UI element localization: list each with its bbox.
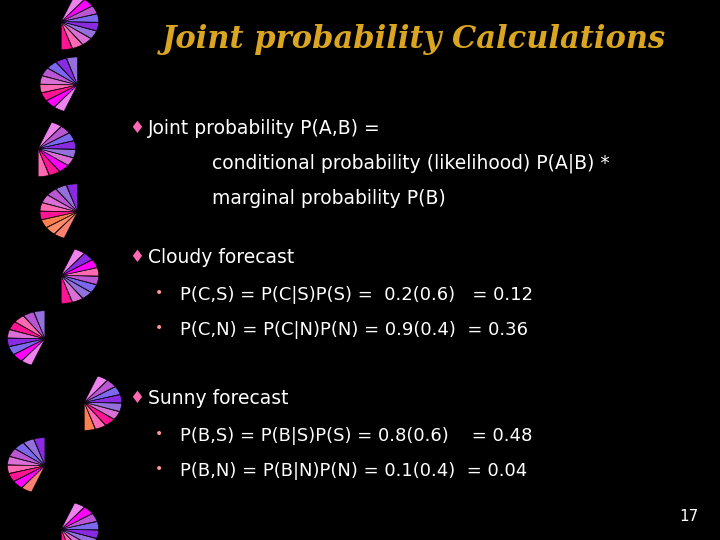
- Wedge shape: [61, 529, 72, 540]
- Text: P(B,S) = P(B|S)P(S) = 0.8(0.6)    = 0.48: P(B,S) = P(B|S)P(S) = 0.8(0.6) = 0.48: [180, 427, 532, 444]
- Wedge shape: [61, 275, 72, 303]
- Wedge shape: [61, 22, 99, 31]
- Wedge shape: [61, 22, 96, 38]
- Wedge shape: [61, 529, 91, 540]
- Wedge shape: [22, 465, 45, 492]
- Wedge shape: [14, 339, 45, 361]
- Wedge shape: [61, 14, 99, 22]
- Wedge shape: [61, 22, 91, 44]
- Wedge shape: [61, 529, 99, 538]
- Text: P(C,S) = P(C|S)P(S) =  0.2(0.6)   = 0.12: P(C,S) = P(C|S)P(S) = 0.2(0.6) = 0.12: [180, 286, 533, 304]
- Wedge shape: [84, 402, 122, 411]
- Wedge shape: [38, 148, 68, 171]
- Wedge shape: [38, 148, 76, 158]
- Wedge shape: [38, 148, 73, 165]
- Wedge shape: [84, 387, 120, 402]
- Wedge shape: [40, 203, 78, 212]
- Text: •: •: [155, 462, 163, 476]
- Wedge shape: [7, 330, 45, 339]
- Text: ♦: ♦: [130, 248, 145, 266]
- Wedge shape: [61, 0, 84, 22]
- Text: P(B,N) = P(B|N)P(N) = 0.1(0.4)  = 0.04: P(B,N) = P(B|N)P(N) = 0.1(0.4) = 0.04: [180, 462, 527, 480]
- Wedge shape: [9, 339, 45, 354]
- Wedge shape: [7, 465, 45, 474]
- Wedge shape: [61, 275, 82, 302]
- Wedge shape: [67, 57, 78, 85]
- Wedge shape: [61, 275, 91, 298]
- Text: Sunny forecast: Sunny forecast: [148, 389, 288, 408]
- Wedge shape: [7, 338, 45, 347]
- Wedge shape: [84, 376, 107, 402]
- Wedge shape: [9, 322, 45, 339]
- Text: marginal probability P(B): marginal probability P(B): [212, 189, 446, 208]
- Wedge shape: [15, 443, 45, 465]
- Wedge shape: [61, 249, 84, 275]
- Wedge shape: [84, 395, 122, 403]
- Wedge shape: [47, 212, 78, 234]
- Wedge shape: [9, 465, 45, 481]
- Wedge shape: [48, 62, 78, 85]
- Wedge shape: [61, 507, 92, 529]
- Text: P(C,N) = P(C|N)P(N) = 0.9(0.4)  = 0.36: P(C,N) = P(C|N)P(N) = 0.9(0.4) = 0.36: [180, 321, 528, 339]
- Text: ♦: ♦: [130, 119, 145, 137]
- Wedge shape: [24, 312, 45, 339]
- Wedge shape: [42, 68, 78, 85]
- Wedge shape: [24, 439, 45, 465]
- Wedge shape: [84, 402, 95, 430]
- Wedge shape: [38, 148, 59, 176]
- Wedge shape: [22, 339, 45, 365]
- Text: Cloudy forecast: Cloudy forecast: [148, 248, 294, 267]
- Wedge shape: [61, 22, 82, 49]
- Wedge shape: [55, 212, 78, 238]
- Wedge shape: [9, 449, 45, 465]
- Wedge shape: [55, 85, 78, 111]
- Wedge shape: [48, 189, 78, 212]
- Wedge shape: [42, 212, 78, 227]
- Wedge shape: [84, 402, 114, 425]
- Wedge shape: [84, 402, 105, 429]
- Wedge shape: [61, 514, 97, 529]
- Wedge shape: [38, 122, 61, 148]
- Wedge shape: [15, 316, 45, 339]
- Wedge shape: [42, 195, 78, 212]
- Wedge shape: [34, 437, 45, 465]
- Text: conditional probability (likelihood) P(A|B) *: conditional probability (likelihood) P(A…: [212, 154, 610, 173]
- Text: Joint probability Calculations: Joint probability Calculations: [162, 24, 666, 55]
- Wedge shape: [67, 184, 78, 212]
- Wedge shape: [61, 0, 92, 22]
- Text: •: •: [155, 321, 163, 335]
- Wedge shape: [40, 84, 78, 93]
- Text: ♦: ♦: [130, 389, 145, 407]
- Wedge shape: [14, 465, 45, 488]
- Wedge shape: [56, 58, 78, 85]
- Wedge shape: [61, 503, 84, 529]
- Wedge shape: [38, 148, 49, 177]
- Wedge shape: [42, 85, 78, 100]
- Wedge shape: [40, 76, 78, 85]
- Wedge shape: [38, 133, 74, 149]
- Wedge shape: [38, 141, 76, 149]
- Wedge shape: [61, 6, 97, 22]
- Wedge shape: [61, 529, 96, 540]
- Wedge shape: [7, 457, 45, 465]
- Text: Joint probability P(A,B) =: Joint probability P(A,B) =: [148, 119, 380, 138]
- Wedge shape: [61, 268, 99, 276]
- Wedge shape: [61, 275, 99, 285]
- Wedge shape: [61, 260, 97, 275]
- Wedge shape: [34, 310, 45, 339]
- Wedge shape: [56, 185, 78, 212]
- Wedge shape: [47, 85, 78, 107]
- Text: 17: 17: [679, 509, 698, 524]
- Text: •: •: [155, 427, 163, 441]
- Wedge shape: [61, 22, 72, 50]
- Wedge shape: [61, 275, 96, 292]
- Wedge shape: [61, 253, 92, 275]
- Wedge shape: [40, 211, 78, 220]
- Text: •: •: [155, 286, 163, 300]
- Wedge shape: [61, 529, 82, 540]
- Wedge shape: [84, 402, 120, 419]
- Wedge shape: [84, 380, 115, 402]
- Wedge shape: [61, 522, 99, 530]
- Wedge shape: [38, 126, 69, 149]
